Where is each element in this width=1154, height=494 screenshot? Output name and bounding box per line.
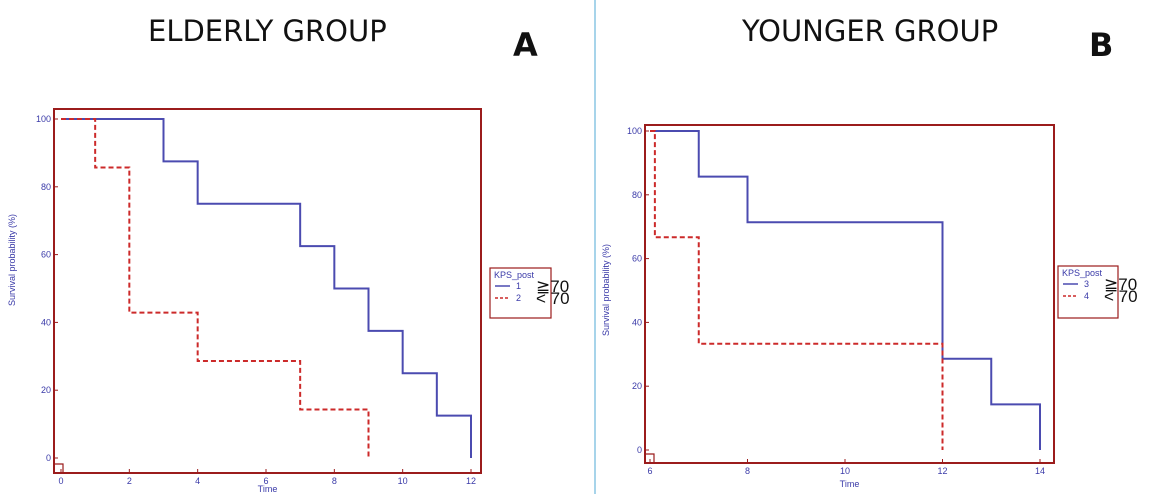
km-chart-b: 0 20 40 60 80 100 6 8 10 12 14 Time Survival probabi… [601,124,1138,489]
survival-curve-2 [61,118,370,458]
panel-b-letter: B [1089,26,1114,64]
legend-kps-annotation: ≧70 [1104,275,1137,294]
x-tick-label: 14 [1035,466,1045,476]
y-axis-label: Survival probability (%) [601,244,611,336]
x-tick-label: 12 [937,466,947,476]
legend-kps-annotation: ≧70 [536,277,569,296]
y-tick-label: 80 [632,190,642,200]
survival-curve-3 [650,130,1041,450]
y-tick-label: 0 [46,453,51,463]
y-axis-label: Survival probability (%) [7,214,17,306]
y-tick-label: 40 [41,317,51,327]
legend-kps-annotation: < 70 [1104,287,1138,306]
panel-a-title: ELDERLY GROUP [148,14,387,48]
x-tick-label: 8 [745,466,750,476]
y-tick-label: 20 [41,385,51,395]
y-tick-label: 40 [632,317,642,327]
x-tick-label: 10 [840,466,850,476]
x-tick-label: 6 [647,466,652,476]
y-tick-label: 60 [632,254,642,264]
x-tick-label: 6 [263,476,268,486]
plot-frame [644,124,1055,464]
legend-entry: 3 [1084,279,1089,289]
x-tick-label: 2 [127,476,132,486]
y-tick-label: 20 [632,381,642,391]
x-tick-label: 0 [58,476,63,486]
y-tick-label: 80 [41,182,51,192]
x-axis-label: Time [258,484,278,494]
survival-curve-1 [61,118,472,458]
origin-marker [54,463,64,473]
legend-entry: 4 [1084,291,1089,301]
legend-box [489,267,552,319]
legend-kps-annotation: < 70 [536,289,570,308]
survival-curve-4 [650,130,944,450]
legend-box [1057,265,1119,319]
y-tick-label: 100 [627,126,642,136]
panel-b-title: YOUNGER GROUP [742,14,999,48]
x-tick-label: 12 [466,476,476,486]
x-axis-label: Time [840,479,860,489]
legend-title: KPS_post [494,270,535,280]
x-tick-label: 4 [195,476,200,486]
legend-title: KPS_post [1062,268,1103,278]
x-tick-label: 10 [398,476,408,486]
plot-frame [53,108,482,474]
origin-marker [645,453,655,463]
y-tick-label: 0 [637,445,642,455]
x-tick-label: 8 [332,476,337,486]
panel-a-letter: A [513,26,538,64]
legend-entry: 1 [516,281,521,291]
legend-entry: 2 [516,293,521,303]
panel-divider [594,0,596,494]
y-tick-label: 100 [36,114,51,124]
y-tick-label: 60 [41,250,51,260]
